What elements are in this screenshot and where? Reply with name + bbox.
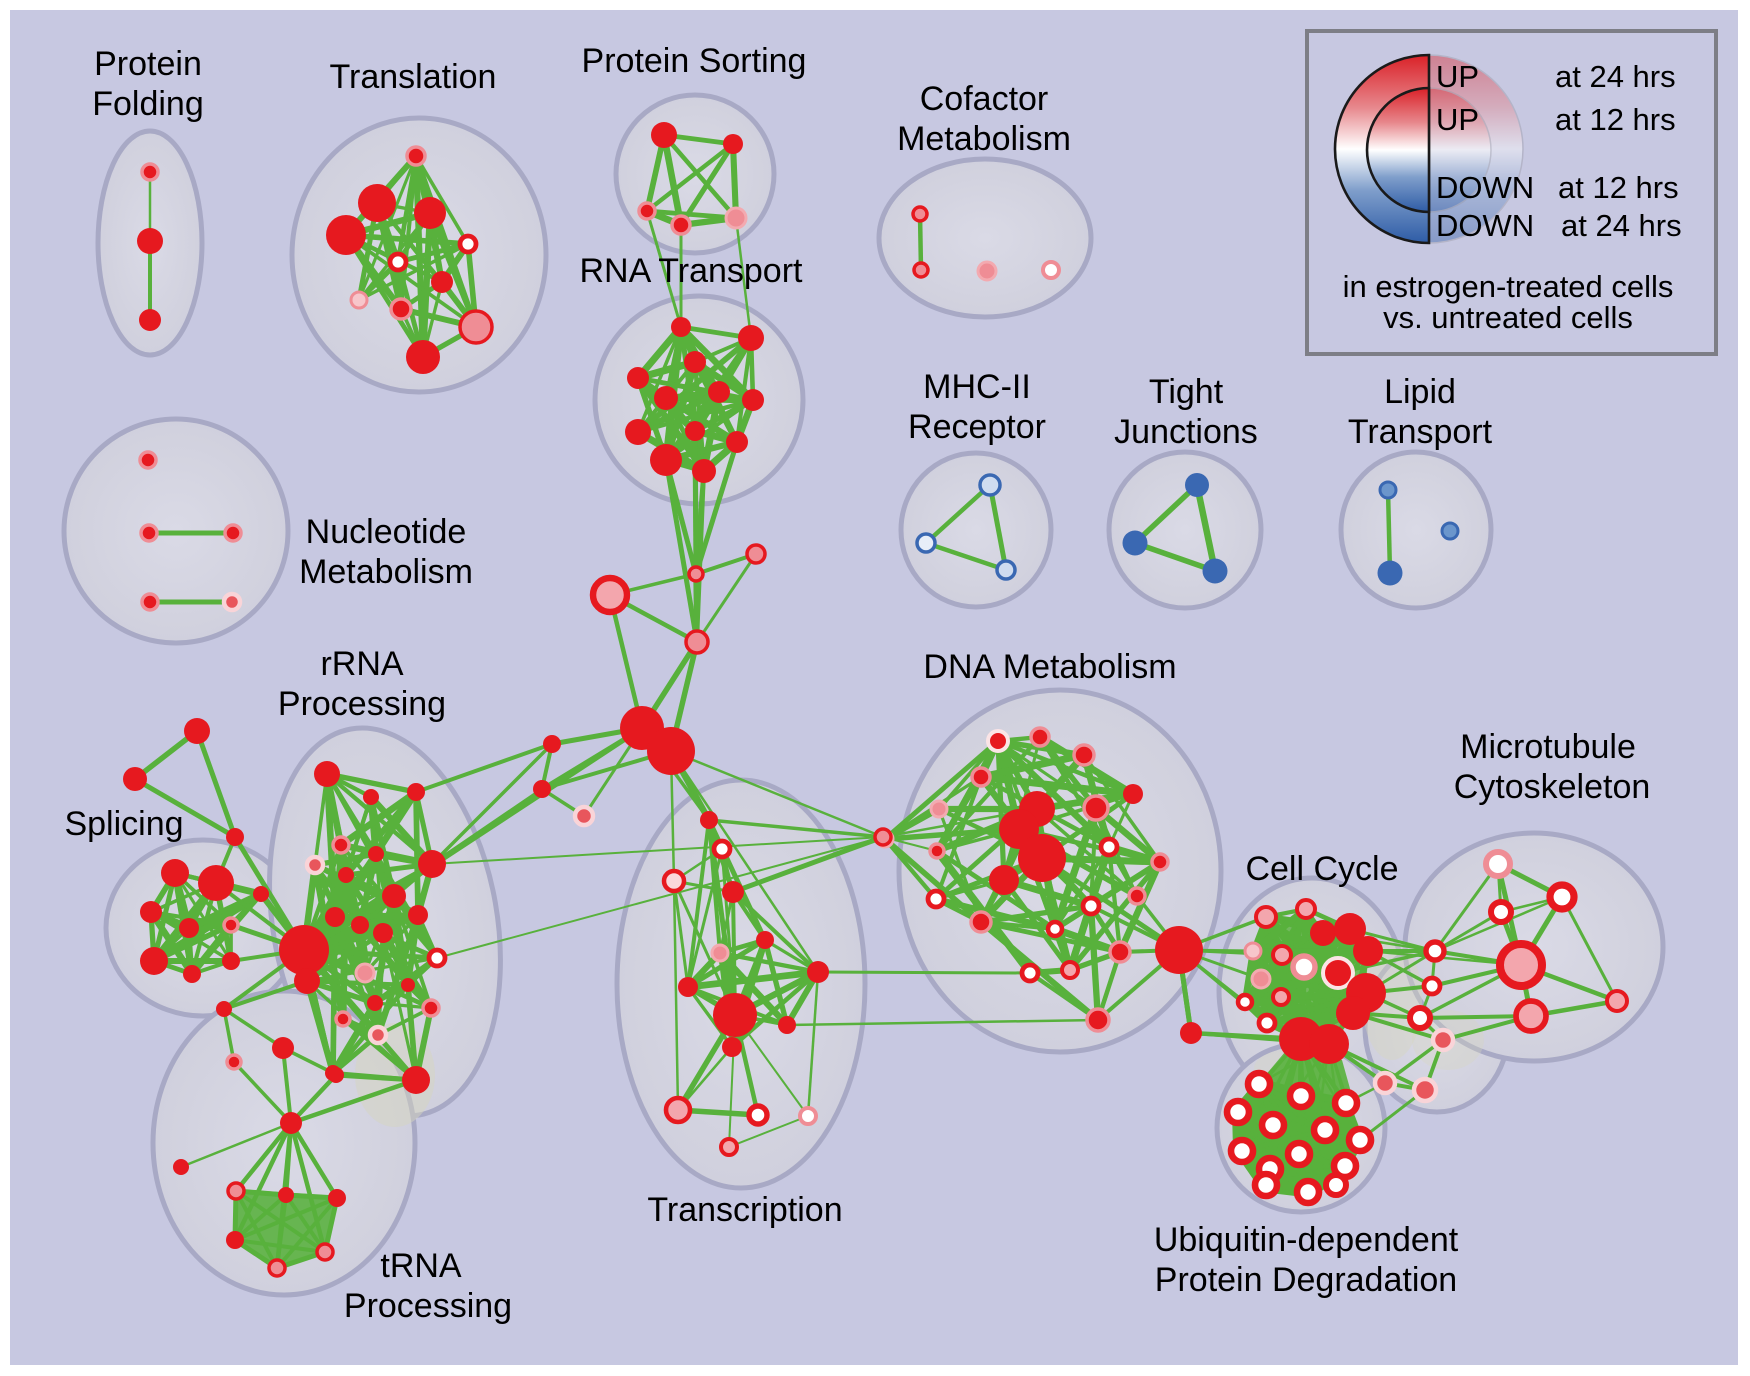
svg-text:Protein: Protein — [94, 45, 202, 83]
svg-text:in estrogen-treated cells: in estrogen-treated cells — [1343, 269, 1674, 304]
svg-text:Processing: Processing — [278, 685, 446, 723]
svg-text:Cytoskeleton: Cytoskeleton — [1454, 768, 1651, 806]
svg-text:Cofactor: Cofactor — [920, 80, 1049, 118]
svg-text:tRNA: tRNA — [380, 1247, 462, 1285]
svg-text:RNA Transport: RNA Transport — [580, 252, 804, 290]
svg-text:DOWN: DOWN — [1436, 170, 1534, 205]
svg-text:Protein Sorting: Protein Sorting — [582, 42, 807, 80]
svg-text:rRNA: rRNA — [320, 645, 403, 683]
svg-text:Nucleotide: Nucleotide — [306, 513, 467, 551]
svg-text:Protein Degradation: Protein Degradation — [1155, 1261, 1457, 1299]
svg-text:Transcription: Transcription — [647, 1191, 842, 1229]
svg-text:Junctions: Junctions — [1114, 413, 1258, 451]
svg-text:UP: UP — [1436, 102, 1479, 137]
svg-text:Transport: Transport — [1348, 413, 1493, 451]
svg-text:at 12 hrs: at 12 hrs — [1558, 170, 1679, 205]
svg-text:at 12 hrs: at 12 hrs — [1555, 102, 1676, 137]
svg-text:Ubiquitin-dependent: Ubiquitin-dependent — [1154, 1221, 1459, 1259]
svg-text:Lipid: Lipid — [1384, 373, 1456, 411]
svg-text:DOWN: DOWN — [1436, 208, 1534, 243]
svg-text:Cell Cycle: Cell Cycle — [1245, 850, 1398, 888]
svg-text:Folding: Folding — [92, 85, 204, 123]
svg-text:at 24 hrs: at 24 hrs — [1561, 208, 1682, 243]
svg-text:UP: UP — [1436, 59, 1479, 94]
svg-text:Metabolism: Metabolism — [897, 120, 1071, 158]
svg-text:Tight: Tight — [1149, 373, 1224, 411]
svg-text:MHC-II: MHC-II — [923, 368, 1031, 406]
svg-text:Receptor: Receptor — [908, 408, 1046, 446]
svg-text:Translation: Translation — [330, 58, 497, 96]
svg-text:Microtubule: Microtubule — [1460, 728, 1636, 766]
svg-text:at 24 hrs: at 24 hrs — [1555, 59, 1676, 94]
svg-text:Metabolism: Metabolism — [299, 553, 473, 591]
svg-text:vs. untreated cells: vs. untreated cells — [1383, 300, 1633, 335]
svg-text:Splicing: Splicing — [64, 805, 183, 843]
svg-text:Processing: Processing — [344, 1287, 512, 1325]
svg-text:DNA Metabolism: DNA Metabolism — [923, 648, 1176, 686]
